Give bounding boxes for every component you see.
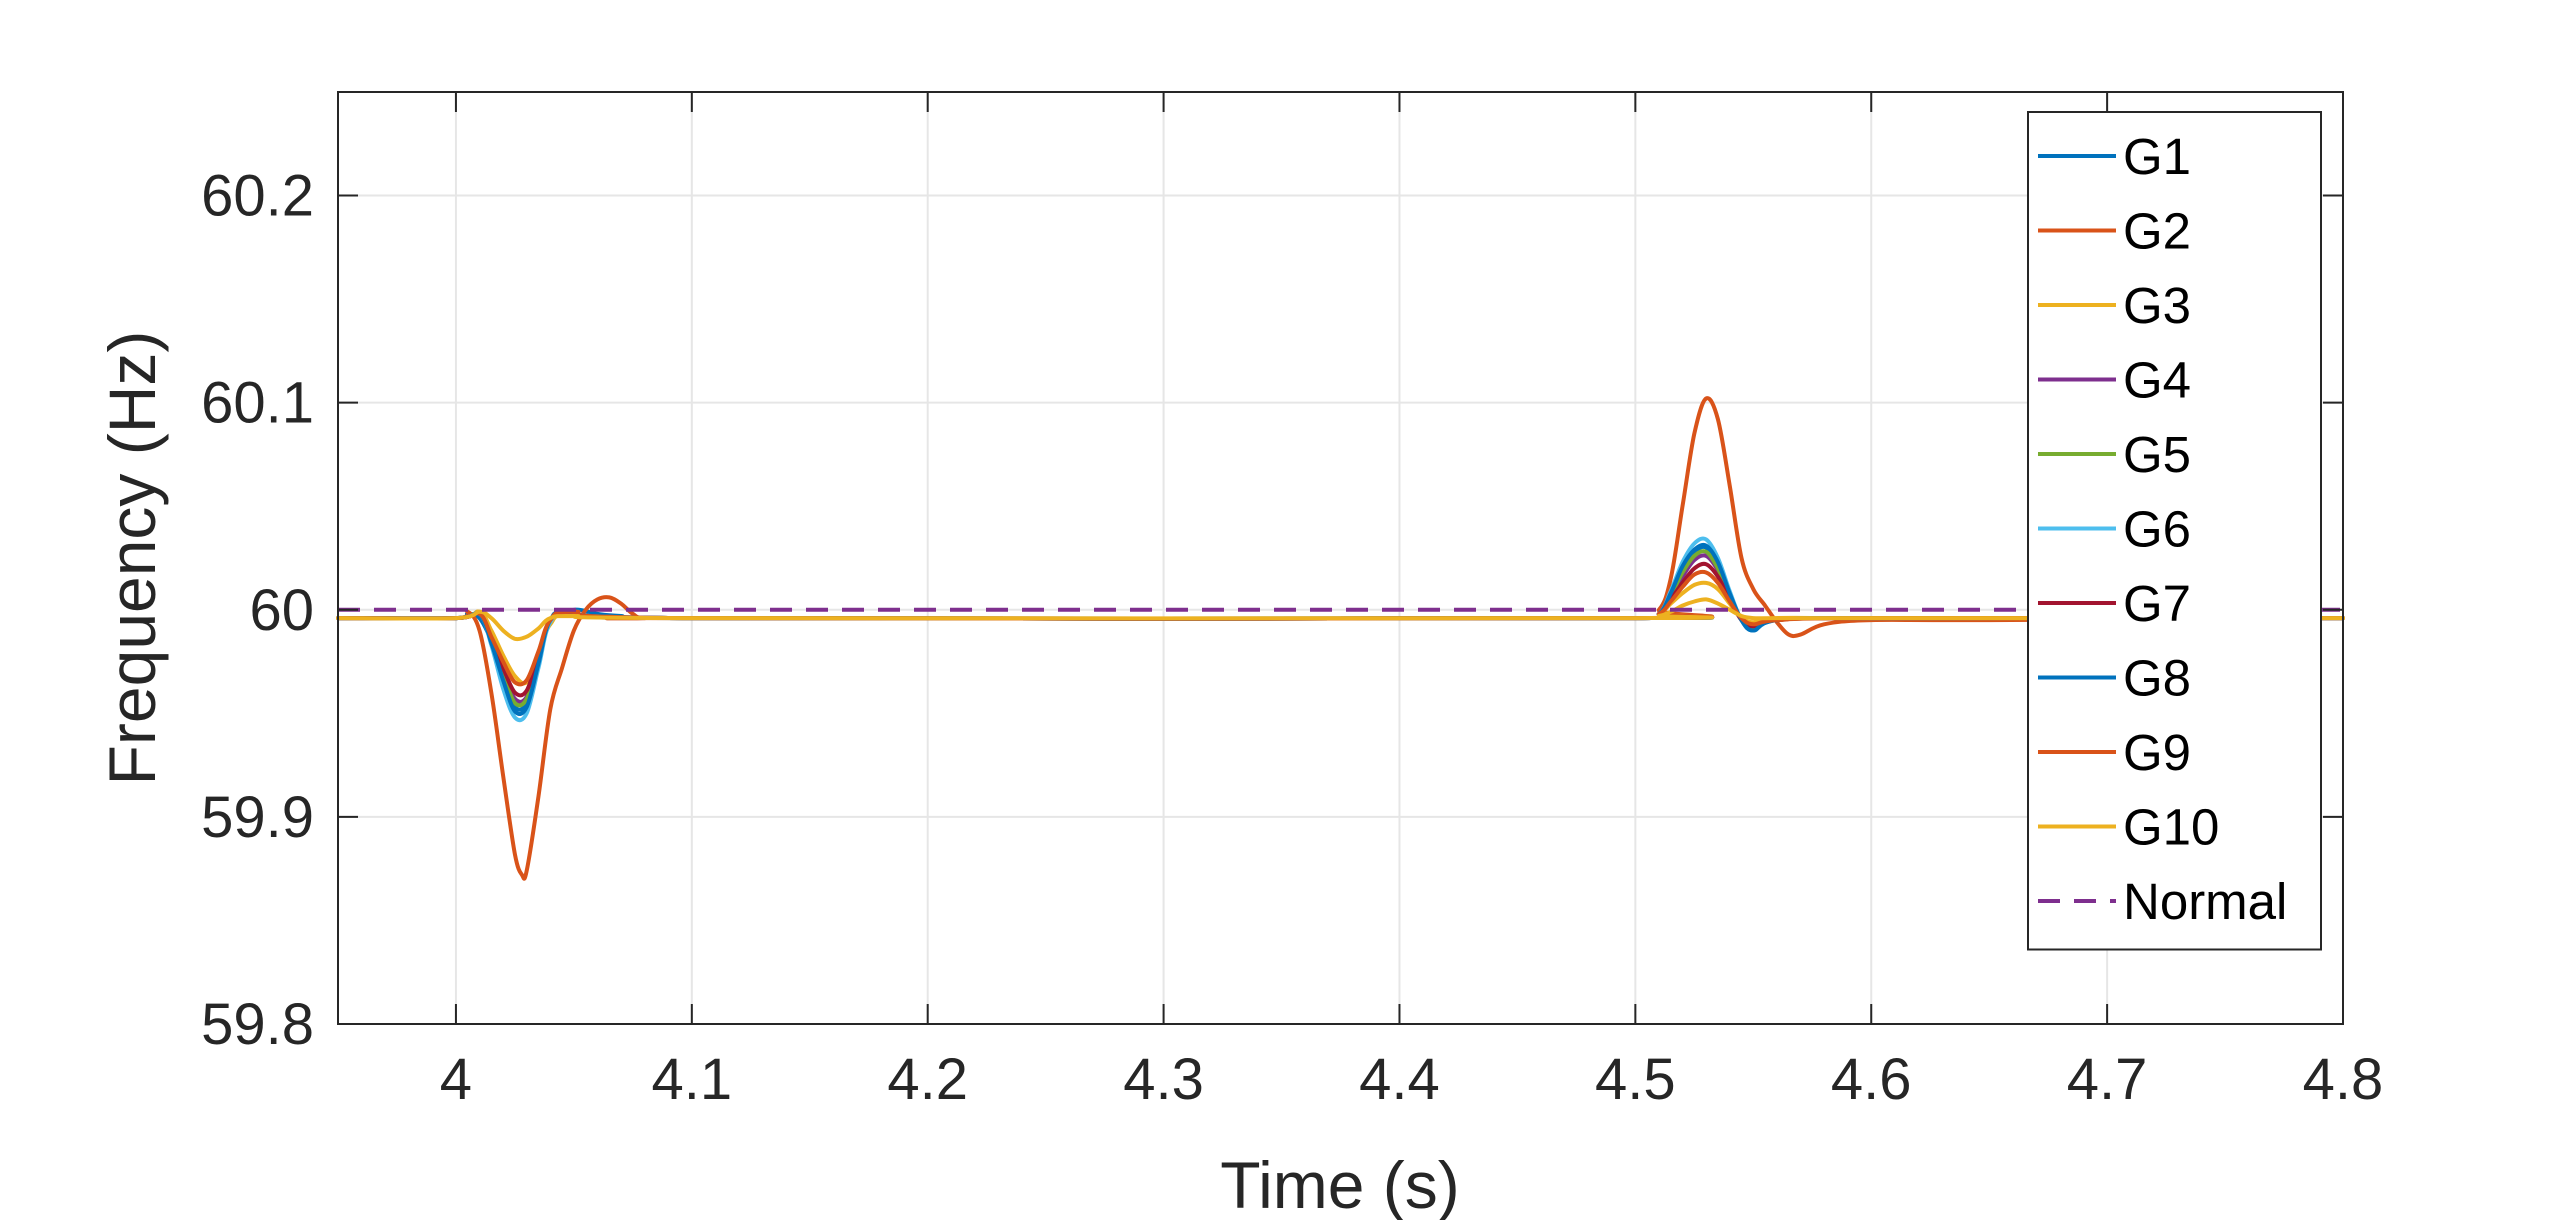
legend: G1 G2 G3 G4 G5 G6 G7 G8 G9 G10 Normal — [2027, 111, 2322, 951]
legend-label-g10: G10 — [2123, 799, 2219, 856]
x-tick-label: 4.4 — [1359, 1047, 1440, 1112]
legend-label-normal: Normal — [2123, 873, 2287, 930]
y-tick-label: 59.8 — [201, 992, 314, 1057]
y-axis-label: Frequency (Hz) — [95, 331, 169, 786]
y-tick-label: 60.1 — [201, 371, 314, 436]
series-line-g10 — [336, 597, 2345, 642]
x-tick-label: 4.8 — [2303, 1047, 2384, 1112]
x-tick-label: 4.2 — [887, 1047, 968, 1112]
y-tick-label: 59.9 — [201, 785, 314, 850]
legend-label-g3: G3 — [2123, 277, 2191, 334]
legend-label-g9: G9 — [2123, 724, 2191, 781]
legend-label-g1: G1 — [2123, 128, 2191, 185]
x-tick-label: 4.7 — [2067, 1047, 2148, 1112]
axes-frame — [337, 91, 2344, 1025]
x-tick-label: 4.5 — [1595, 1047, 1676, 1112]
x-tick-label: 4 — [440, 1047, 472, 1112]
series-lines — [336, 396, 2345, 881]
legend-label-g2: G2 — [2123, 203, 2191, 260]
y-tick-label: 60.2 — [201, 164, 314, 229]
legend-label-g7: G7 — [2123, 575, 2191, 632]
x-tick-label: 4.6 — [1831, 1047, 1912, 1112]
x-tick-label: 4.3 — [1123, 1047, 1204, 1112]
legend-box — [2027, 111, 2322, 951]
y-tick-label: 60 — [249, 578, 314, 643]
axes-box — [337, 91, 2344, 1025]
legend-label-g8: G8 — [2123, 650, 2191, 707]
y-tick-labels: 59.8 59.9 60 60.1 60.2 — [201, 164, 314, 1057]
plot-area — [338, 92, 2343, 1024]
legend-label-g6: G6 — [2123, 501, 2191, 558]
x-axis-label: Time (s) — [1220, 1148, 1460, 1220]
legend-label-g4: G4 — [2123, 352, 2191, 409]
x-tick-label: 4.1 — [652, 1047, 733, 1112]
legend-label-g5: G5 — [2123, 426, 2191, 483]
x-tick-labels: 4 4.1 4.2 4.3 4.4 4.5 4.6 4.7 4.8 — [440, 1047, 2384, 1112]
